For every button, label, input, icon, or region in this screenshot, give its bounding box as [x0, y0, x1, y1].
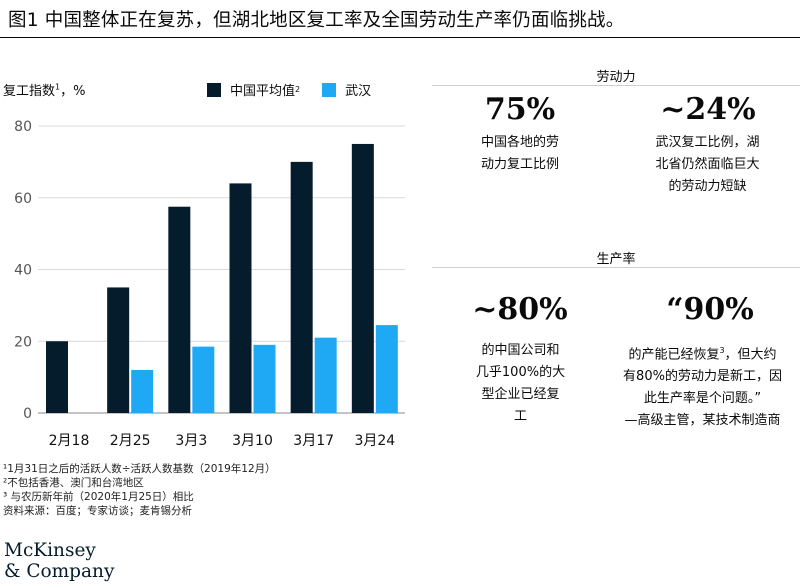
y-axis-label-footnote: 1 — [55, 82, 61, 92]
x-tick-label: 3月17 — [293, 433, 334, 449]
productivity-stat-desc-1: 的中国公司和 几乎100%的大 型企业已经复 工 — [448, 340, 593, 428]
logo-line-1: McKinsey — [4, 540, 96, 561]
x-tick-label: 3月24 — [354, 433, 395, 449]
bar-china — [107, 287, 130, 413]
desc-line: 此生产率是个问题。” — [643, 391, 762, 407]
labor-stat-desc-2: 武汉复工比例，湖 北省仍然面临巨大 的劳动力短缺 — [615, 132, 800, 198]
footnotes: ¹1月31日之后的活跃人数÷活跃人数基数（2019年12月） ²不包括香港、澳门… — [3, 462, 276, 518]
figure-title: 图1 中国整体正在复苏，但湖北地区复工率及全国劳动生产率仍面临挑战。 — [8, 10, 625, 31]
bar-china — [229, 183, 252, 413]
desc-text: 的产能已经恢复 — [628, 347, 720, 363]
desc-line: 有80%的劳动力是新工，因 — [623, 369, 782, 385]
title-rule — [0, 37, 800, 38]
bar-wuhan — [375, 325, 398, 413]
bar-china — [168, 206, 191, 413]
bar-wuhan — [131, 369, 154, 413]
mckinsey-logo: McKinsey & Company — [4, 540, 114, 582]
bar-china — [46, 341, 68, 413]
legend-footnote-china: 2 — [295, 85, 301, 94]
productivity-heading: 生产率 — [596, 252, 636, 267]
desc-line: 的产能已经恢复3，但大约 — [605, 340, 800, 366]
labor-stat-value-1: 75% — [484, 92, 556, 127]
legend-label-wuhan: 武汉 — [345, 84, 372, 99]
y-tick-label: 20 — [14, 334, 32, 350]
legend-label-china: 中国平均值 — [230, 84, 296, 99]
source-note: 资料来源：百度；专家访谈；麦肯锡分析 — [3, 505, 192, 517]
labor-heading: 劳动力 — [596, 70, 636, 85]
legend-item-wuhan: 武汉 — [322, 80, 371, 99]
labor-rule — [432, 85, 800, 86]
y-axis-label-text: 复工指数 — [3, 84, 56, 99]
bar-china — [290, 161, 313, 413]
productivity-stat-value-1: ~80% — [472, 292, 568, 327]
y-axis-unit: ，% — [60, 84, 86, 99]
desc-line: 型企业已经复 — [481, 387, 560, 402]
desc-line: 的劳动力短缺 — [668, 179, 747, 194]
legend-swatch-wuhan — [322, 82, 337, 97]
x-tick-label: 2月18 — [49, 433, 90, 449]
logo-line-2: & Company — [4, 561, 115, 582]
labor-stat-desc-1: 中国各地的劳 动力复工比例 — [445, 132, 595, 176]
desc-text: ，但大约 — [724, 347, 777, 363]
desc-line: 武汉复工比例，湖 — [655, 135, 760, 150]
desc-line: 工 — [513, 409, 527, 424]
footnote-3: ³ 与农历新年前（2020年1月25日）相比 — [3, 491, 194, 503]
bar-wuhan — [253, 344, 276, 413]
y-tick-label: 0 — [23, 406, 32, 422]
y-tick-label: 80 — [14, 119, 32, 135]
labor-stat-value-2: ~24% — [660, 92, 756, 127]
y-tick-label: 40 — [14, 263, 32, 279]
bar-china — [351, 143, 374, 413]
x-tick-label: 3月10 — [232, 433, 273, 449]
desc-line: 中国各地的劳 — [480, 135, 559, 150]
productivity-stat-desc-2: 的产能已经恢复3，但大约 有80%的劳动力是新工，因 此生产率是个问题。” —高… — [605, 340, 800, 432]
x-tick-label: 2月25 — [110, 433, 151, 449]
productivity-rule — [432, 267, 800, 268]
desc-line: —高级主管，某技术制造商 — [624, 413, 781, 429]
bar-chart: 0 20 40 60 80 2月18 2月25 3月3 3月10 3月17 3月24 — [14, 119, 405, 449]
y-axis-label: 复工指数1，% — [3, 80, 85, 99]
legend-item-china: 中国平均值 2 — [207, 80, 300, 99]
desc-line: 的中国公司和 — [481, 343, 560, 358]
y-tick-label: 60 — [14, 191, 32, 207]
bar-wuhan — [314, 337, 337, 413]
desc-footnote: 3 — [719, 346, 725, 355]
legend-swatch-china — [207, 82, 221, 97]
bar-wuhan — [192, 346, 215, 413]
productivity-stat-value-2: “90% — [666, 292, 754, 327]
footnote-1: ¹1月31日之后的活跃人数÷活跃人数基数（2019年12月） — [3, 463, 276, 475]
footnote-2: ²不包括香港、澳门和台湾地区 — [3, 477, 144, 489]
desc-line: 动力复工比例 — [480, 157, 559, 172]
desc-line: 几乎100%的大 — [475, 365, 566, 380]
x-tick-label: 3月3 — [175, 433, 207, 449]
desc-line: 北省仍然面临巨大 — [655, 157, 760, 172]
legend: 中国平均值 2 武汉 — [207, 80, 393, 99]
